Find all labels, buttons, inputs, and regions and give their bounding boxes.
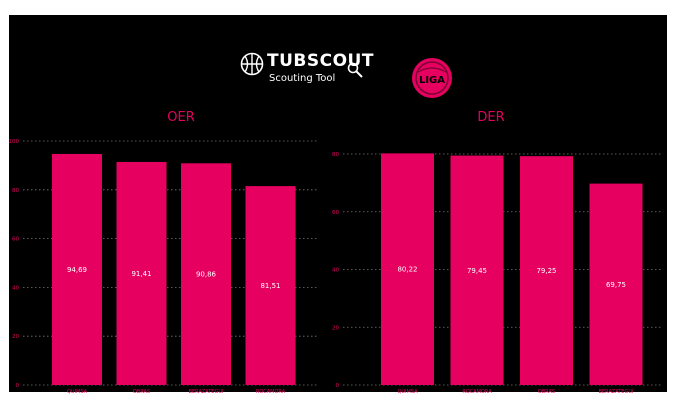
bar — [245, 186, 296, 385]
data-label: 79,45 — [467, 267, 487, 275]
data-label: 81,51 — [260, 282, 280, 290]
bar — [116, 161, 167, 385]
chart-title-der: DER — [477, 110, 505, 125]
y-tick-label: 80 — [332, 152, 339, 158]
category-label: QUIMSA — [67, 389, 88, 395]
oer-chart: OER 0 20 40 60 80 100 94,69 QUIMSA 91,41 OBRAS 90,… — [9, 110, 327, 395]
brand-subtitle: Scouting Tool — [269, 73, 336, 84]
league-logo-text: LIGA — [419, 75, 445, 86]
category-label: ROCAMORA — [462, 389, 492, 395]
category-label: OBRAS — [133, 389, 150, 395]
data-label: 80,22 — [397, 266, 417, 274]
data-label: 91,41 — [131, 270, 151, 278]
der-chart: DER 0 20 40 60 80 80,22 QUIMSA 79,45 ROCAMORA 79,… — [327, 110, 667, 395]
y-tick-label: 20 — [12, 334, 19, 340]
y-tick-label: 100 — [9, 139, 20, 145]
category-label: QUIMSA — [397, 389, 418, 395]
dashboard-panel: TUBSCOUT Scouting Tool LIGA OER 0 20 40 60 8… — [9, 15, 667, 395]
y-tick-label: 0 — [16, 383, 20, 389]
oer-plot: 0 20 40 60 80 100 94,69 QUIMSA 91,41 OBRAS 90,86 BE… — [9, 139, 319, 395]
league-logo: LIGA — [412, 58, 452, 98]
category-label: BERAZATEGUI — [599, 389, 634, 395]
bar — [381, 153, 434, 385]
brand-header: TUBSCOUT Scouting Tool LIGA — [237, 50, 477, 106]
bar — [450, 155, 504, 385]
y-tick-label: 60 — [332, 210, 339, 216]
y-tick-label: 80 — [12, 188, 19, 194]
y-tick-label: 0 — [336, 383, 340, 389]
brand-title: TUBSCOUT — [267, 51, 374, 71]
basketball-icon — [240, 52, 264, 76]
category-label: ROCAMORA — [256, 389, 286, 395]
magnifier-icon — [347, 62, 363, 78]
y-tick-label: 40 — [332, 268, 339, 274]
der-plot: 0 20 40 60 80 80,22 QUIMSA 79,45 ROCAMORA 79,25 OB… — [332, 152, 662, 395]
chart-title-oer: OER — [167, 110, 195, 125]
category-label: BERAZATEGUI — [189, 389, 224, 395]
data-label: 79,25 — [536, 267, 556, 275]
data-label: 90,86 — [196, 271, 217, 279]
y-tick-label: 60 — [12, 237, 19, 243]
data-label: 94,69 — [67, 266, 87, 274]
bar — [589, 183, 643, 385]
bar — [181, 163, 231, 385]
data-label: 69,75 — [606, 281, 626, 289]
bar — [52, 153, 102, 385]
y-tick-label: 40 — [12, 285, 19, 291]
y-tick-label: 20 — [332, 325, 339, 331]
bar — [520, 156, 573, 385]
category-label: OBRAS — [538, 389, 555, 395]
